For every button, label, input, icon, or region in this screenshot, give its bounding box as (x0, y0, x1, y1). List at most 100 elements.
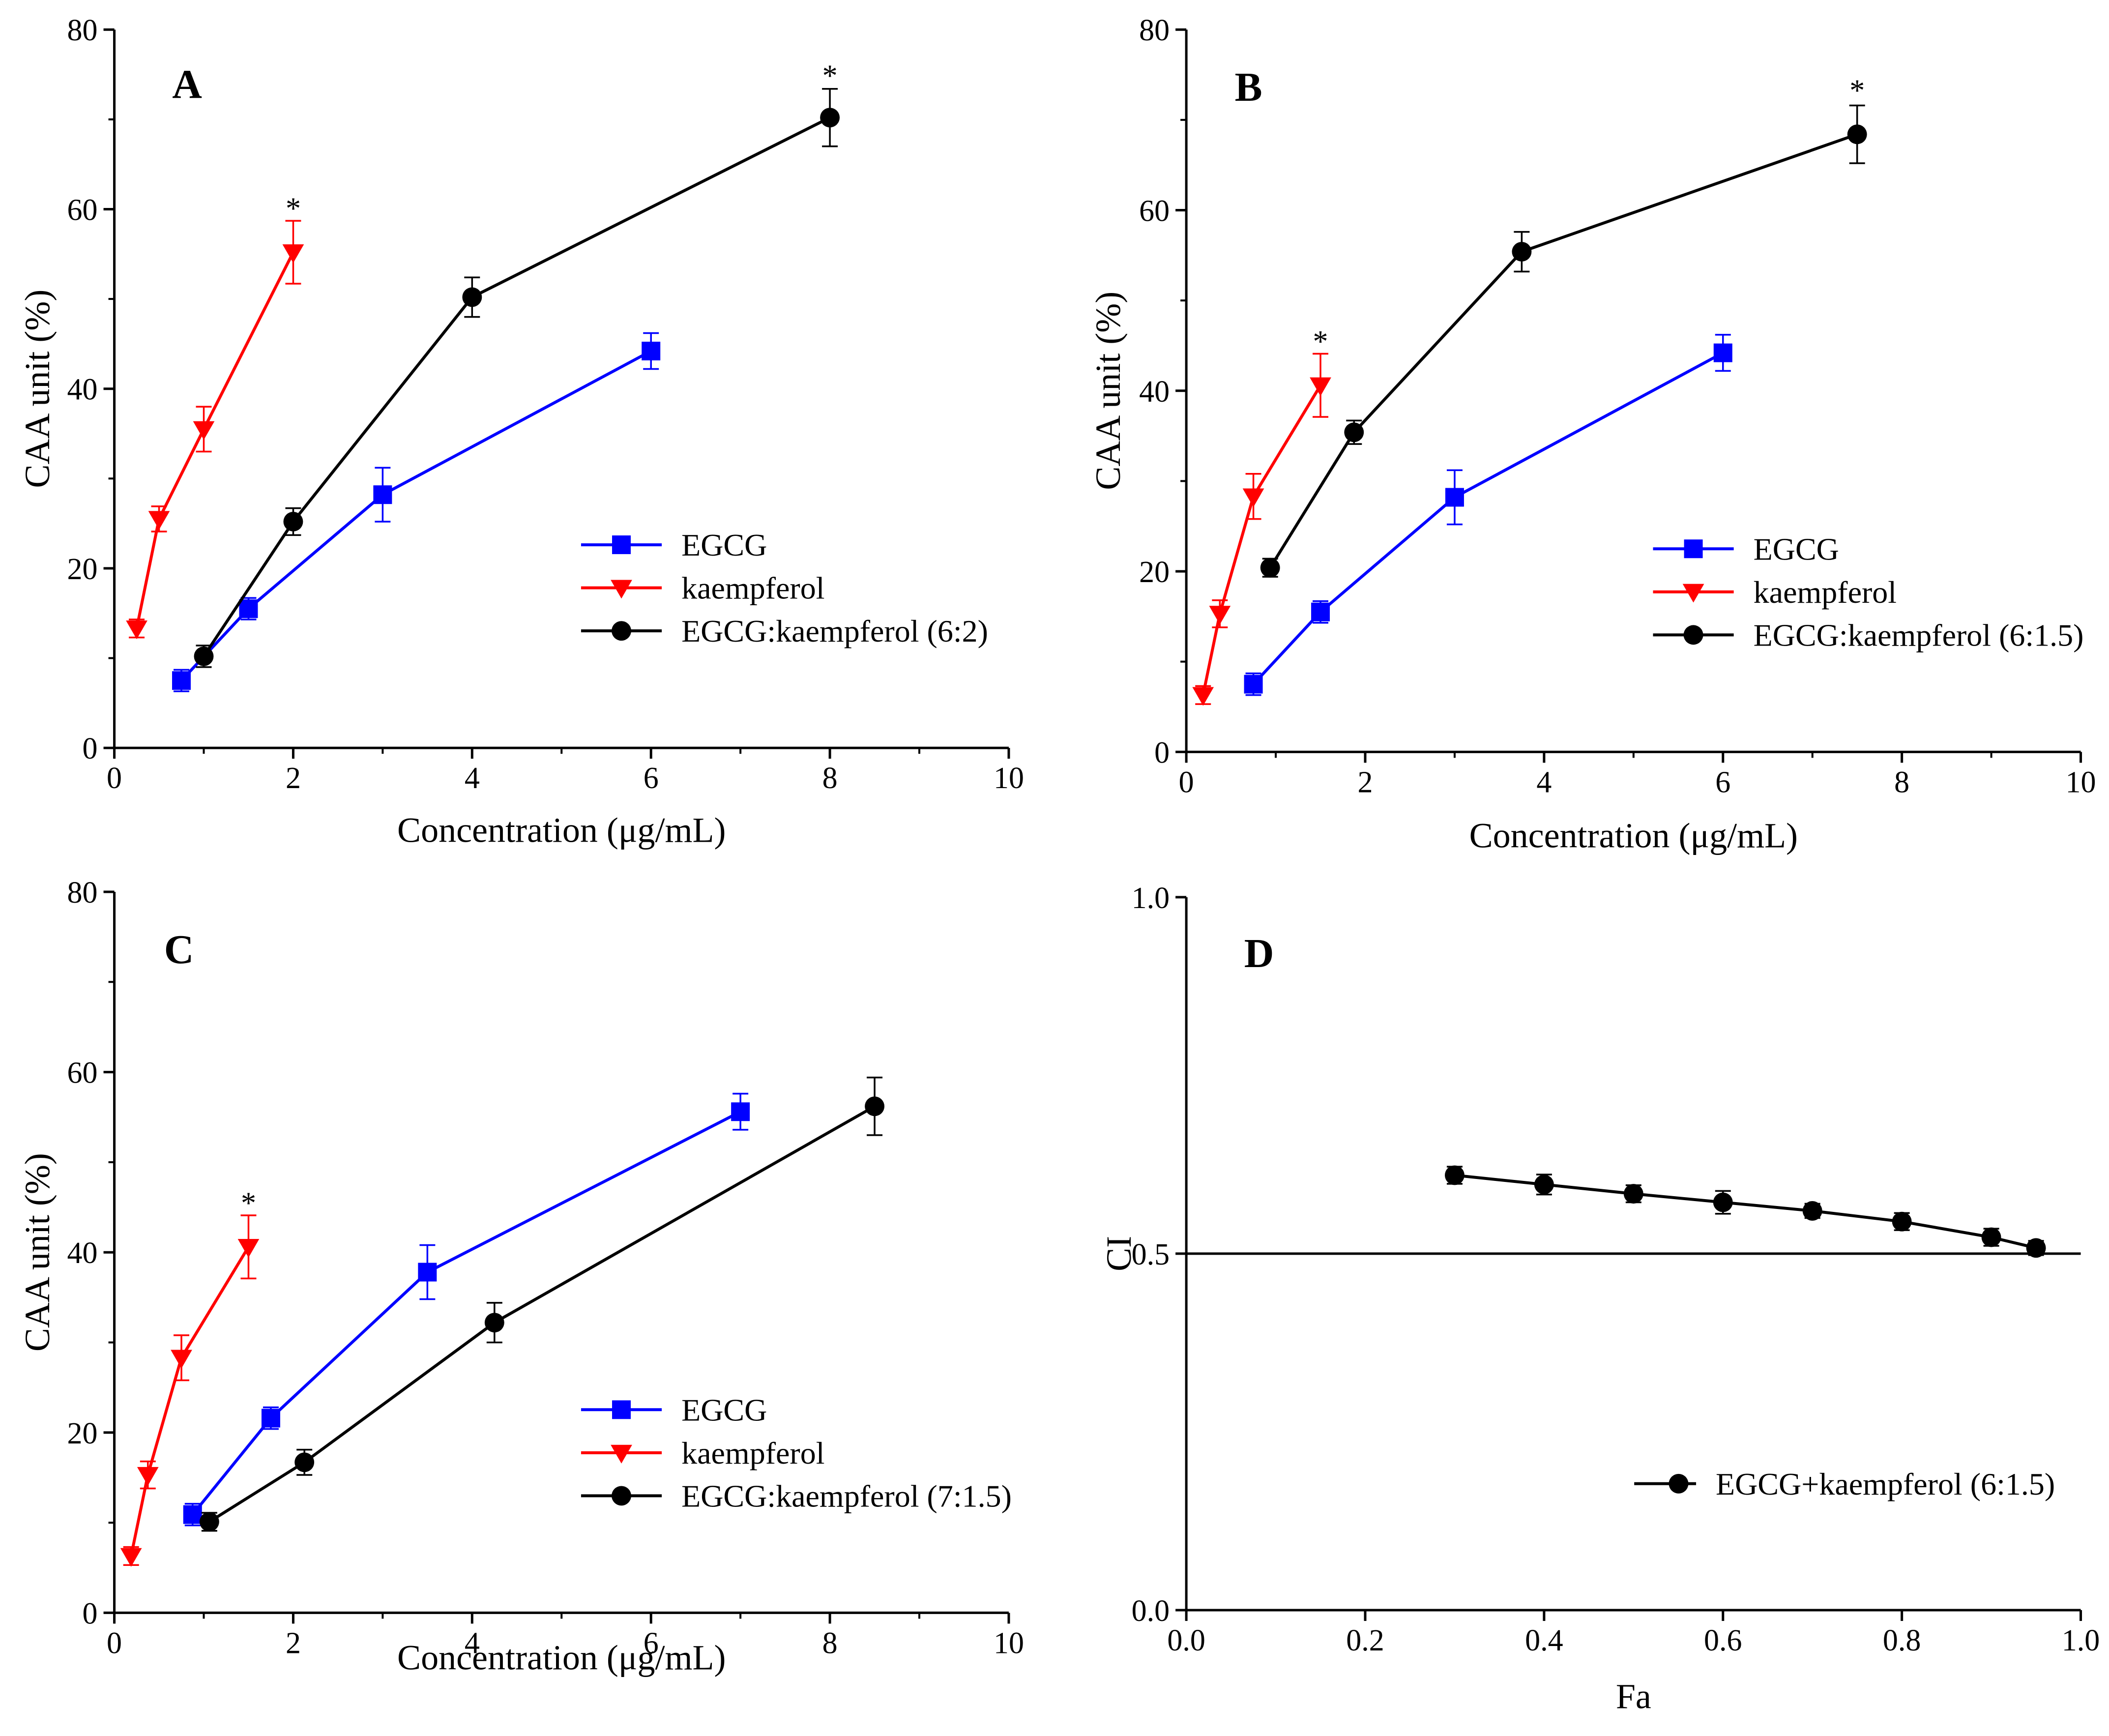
x-tick-label: 0.6 (1704, 1624, 1742, 1657)
legend-label: kaempferol (681, 1436, 824, 1471)
x-tick-label: 0.8 (1883, 1624, 1921, 1657)
x-axis-label: Concentration (μg/mL) (397, 811, 726, 850)
y-axis-label: CAA unit (%) (1088, 292, 1128, 490)
data-point (1445, 488, 1464, 507)
legend: EGCG+kaempferol (6:1.5) (1634, 1467, 2055, 1501)
x-axis-label: Concentration (μg/mL) (397, 1638, 726, 1677)
x-tick-label: 0 (107, 762, 122, 795)
series-2 (199, 1076, 885, 1532)
series-line (1252, 352, 1724, 685)
series-line (208, 1105, 876, 1523)
significance-mark: * (241, 1187, 256, 1220)
legend-label: EGCG (1754, 531, 1839, 566)
data-point (731, 1102, 750, 1121)
x-tick-label: 0.4 (1525, 1624, 1563, 1657)
data-point (2026, 1238, 2046, 1258)
legend-label: EGCG (681, 528, 767, 562)
y-tick-label: 40 (67, 1236, 98, 1270)
panel-letter: C (164, 927, 194, 972)
significance-mark: * (822, 59, 838, 92)
data-point (183, 1505, 202, 1524)
series-0 (1445, 1165, 2046, 1258)
data-point (199, 1512, 219, 1532)
x-tick-label: 4 (1536, 765, 1552, 799)
data-point (1847, 124, 1867, 145)
x-tick-label: 8 (1894, 765, 1909, 799)
data-point (1260, 558, 1280, 578)
x-tick-label: 10 (994, 762, 1024, 795)
chart-panel-a: 0 2 4 6 8 10 0 20 40 60 80 Concentration (μg/mL) CAA… (18, 14, 1024, 850)
y-tick-label: 80 (67, 876, 98, 910)
x-axis-label: Fa (1616, 1677, 1651, 1716)
data-point (239, 599, 258, 618)
legend: EGCG kaempferol EGCG:kaempferol (6:2) (581, 528, 988, 648)
x-tick-label: 0 (107, 1626, 122, 1660)
data-point (642, 341, 661, 360)
x-tick-label: 4 (465, 1626, 480, 1660)
series-1 (126, 220, 304, 640)
y-tick-label: 40 (67, 373, 98, 407)
y-tick-label: 80 (1139, 14, 1170, 47)
data-point (1802, 1201, 1822, 1221)
panel-letter: A (172, 62, 202, 108)
legend-label: EGCG:kaempferol (6:1.5) (1754, 618, 2084, 652)
x-tick-label: 8 (822, 1626, 838, 1660)
series-0 (172, 332, 661, 692)
legend-marker (612, 1486, 631, 1506)
x-tick-label: 6 (644, 762, 659, 795)
chart-panel-d: 0.0 0.2 0.4 0.6 0.8 1.0 0.0 0.5 1.0 Fa CI D EGCG+kae… (1099, 882, 2100, 1716)
legend-marker (612, 1400, 631, 1419)
legend-label: EGCG:kaempferol (6:2) (681, 614, 988, 648)
chart-panel-c: 0 2 4 6 8 10 0 20 40 60 80 Concentration (μg/mL) CAA… (18, 876, 1024, 1677)
data-point (1512, 242, 1532, 262)
x-tick-label: 8 (822, 762, 838, 795)
data-point (171, 1350, 192, 1369)
data-point (282, 244, 304, 263)
data-point (484, 1313, 504, 1333)
data-point (1311, 602, 1330, 621)
data-point (283, 512, 303, 531)
x-tick-label: 2 (1358, 765, 1373, 799)
chart-panel-b: 0 2 4 6 8 10 0 20 40 60 80 Concentration (μg/mL) CAA… (1088, 14, 2096, 855)
data-point (126, 620, 147, 640)
y-tick-label: 0.5 (1132, 1238, 1170, 1271)
series-line (135, 251, 295, 629)
legend-marker (1684, 539, 1703, 559)
data-point (193, 421, 215, 440)
x-tick-label: 6 (1715, 765, 1730, 799)
data-point (1623, 1184, 1643, 1204)
data-point (1209, 606, 1231, 625)
legend-marker (611, 580, 632, 599)
y-tick-label: 60 (67, 1057, 98, 1090)
legend-marker (611, 1444, 632, 1464)
series-line (203, 116, 831, 657)
x-tick-label: 4 (465, 762, 480, 795)
legend-label: EGCG+kaempferol (6:1.5) (1716, 1467, 2055, 1501)
significance-mark: * (1849, 74, 1865, 107)
x-axis-label: Concentration (μg/mL) (1469, 816, 1798, 855)
y-tick-label: 80 (67, 14, 98, 47)
data-point (172, 671, 191, 690)
x-tick-label: 6 (644, 1626, 659, 1660)
y-axis-label: CAA unit (%) (18, 1153, 57, 1352)
y-tick-label: 20 (67, 1417, 98, 1450)
y-tick-label: 0 (1154, 736, 1170, 769)
data-point (1713, 1192, 1733, 1212)
y-tick-label: 40 (1139, 375, 1170, 409)
x-tick-label: 2 (286, 762, 301, 795)
panel-letter: D (1244, 931, 1274, 976)
data-point (865, 1096, 885, 1117)
y-tick-label: 0 (83, 732, 98, 765)
series-line (191, 1110, 741, 1516)
data-point (1892, 1211, 1912, 1232)
series-line (1201, 384, 1322, 696)
series-1 (1192, 353, 1331, 706)
y-tick-label: 0 (83, 1597, 98, 1630)
legend-marker (1683, 625, 1703, 645)
x-tick-label: 0 (1179, 765, 1194, 799)
significance-mark: * (286, 192, 301, 226)
data-point (1344, 422, 1364, 442)
series-line (1454, 1174, 2037, 1250)
x-tick-label: 0.0 (1167, 1624, 1205, 1657)
x-tick-label: 10 (994, 1626, 1024, 1660)
